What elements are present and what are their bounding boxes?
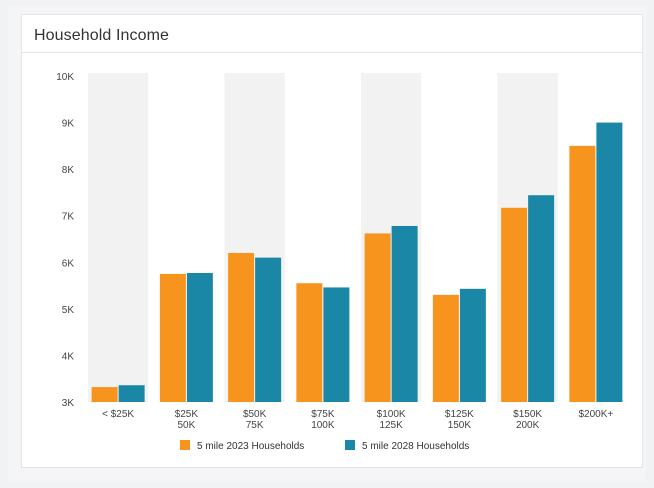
legend-label-2028[interactable]: 5 mile 2028 Households [362,441,469,452]
bar-2023[interactable] [432,294,459,402]
y-tick-label: 10K [56,72,74,83]
category-bands [88,73,558,402]
legend-swatch-2023 [180,440,190,450]
y-tick-label: 3K [62,398,75,409]
legend-label-2023[interactable]: 5 mile 2023 Households [197,441,304,452]
bar-2028[interactable] [596,122,623,403]
x-category-label: $75K 100K [311,409,335,431]
y-tick-label: 5K [62,305,75,316]
x-category-label: $50K 75K [243,409,267,431]
legend-swatch-2028 [345,440,355,450]
bar-2028[interactable] [118,385,145,402]
x-category-label: $125K 150K [445,409,474,431]
bar-2028[interactable] [255,257,282,402]
bar-2028[interactable] [459,288,486,402]
card-header: Household Income [22,15,642,53]
bars [91,122,623,403]
card-title: Household Income [34,27,170,44]
bar-2023[interactable] [228,252,255,402]
x-category-label: $100K 125K [377,409,406,431]
y-tick-label: 8K [62,165,75,176]
bar-2023[interactable] [501,207,528,402]
y-tick-label: 7K [62,212,75,223]
x-category-label: $200K+ [578,409,613,420]
bar-2028[interactable] [323,287,350,402]
bar-2023[interactable] [159,273,186,402]
household-income-card: Household Income 10K 9K 8K 7K 6K 5K 4K 3K < $25… [21,14,643,468]
bar-2023[interactable] [364,233,391,402]
category-band [88,73,149,402]
household-income-chart: 10K 9K 8K 7K 6K 5K 4K 3K < $25K $25K 50K $50K 75K $7… [56,72,623,452]
bar-2023[interactable] [569,145,596,402]
x-category-label: < $25K [102,409,134,420]
legend: 5 mile 2023 Households 5 mile 2028 Househ… [180,440,469,452]
x-category-label: $150K 200K [513,409,542,431]
x-axis: < $25K $25K 50K $50K 75K $75K 100K $100K 125K $12… [102,409,613,431]
bar-2028[interactable] [186,272,213,402]
y-tick-label: 9K [62,119,75,130]
x-category-label: $25K 50K [175,409,199,431]
bar-2023[interactable] [296,283,323,402]
y-axis: 10K 9K 8K 7K 6K 5K 4K 3K [56,72,74,409]
bar-2028[interactable] [391,225,418,402]
bar-2028[interactable] [528,195,555,402]
y-tick-label: 4K [62,351,75,362]
bar-2023[interactable] [91,387,118,402]
y-tick-label: 6K [62,258,75,269]
